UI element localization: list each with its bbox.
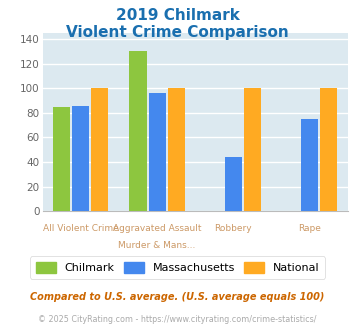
Bar [168, 88, 185, 211]
Bar [53, 107, 70, 211]
Bar [91, 88, 108, 211]
Text: 2019 Chilmark: 2019 Chilmark [116, 8, 239, 23]
Text: Rape: Rape [298, 224, 321, 233]
Text: Robbery: Robbery [215, 224, 252, 233]
Text: Compared to U.S. average. (U.S. average equals 100): Compared to U.S. average. (U.S. average … [30, 292, 325, 302]
Text: All Violent Crime: All Violent Crime [43, 224, 119, 233]
Legend: Chilmark, Massachusetts, National: Chilmark, Massachusetts, National [30, 256, 325, 279]
Text: Aggravated Assault: Aggravated Assault [113, 224, 201, 233]
Bar [148, 93, 166, 211]
Bar [72, 106, 89, 211]
Text: © 2025 CityRating.com - https://www.cityrating.com/crime-statistics/: © 2025 CityRating.com - https://www.city… [38, 315, 317, 324]
Text: Violent Crime Comparison: Violent Crime Comparison [66, 25, 289, 40]
Text: Murder & Mans...: Murder & Mans... [119, 241, 196, 250]
Bar [225, 157, 242, 211]
Bar [301, 119, 318, 211]
Bar [130, 51, 147, 211]
Bar [244, 88, 261, 211]
Bar [320, 88, 337, 211]
